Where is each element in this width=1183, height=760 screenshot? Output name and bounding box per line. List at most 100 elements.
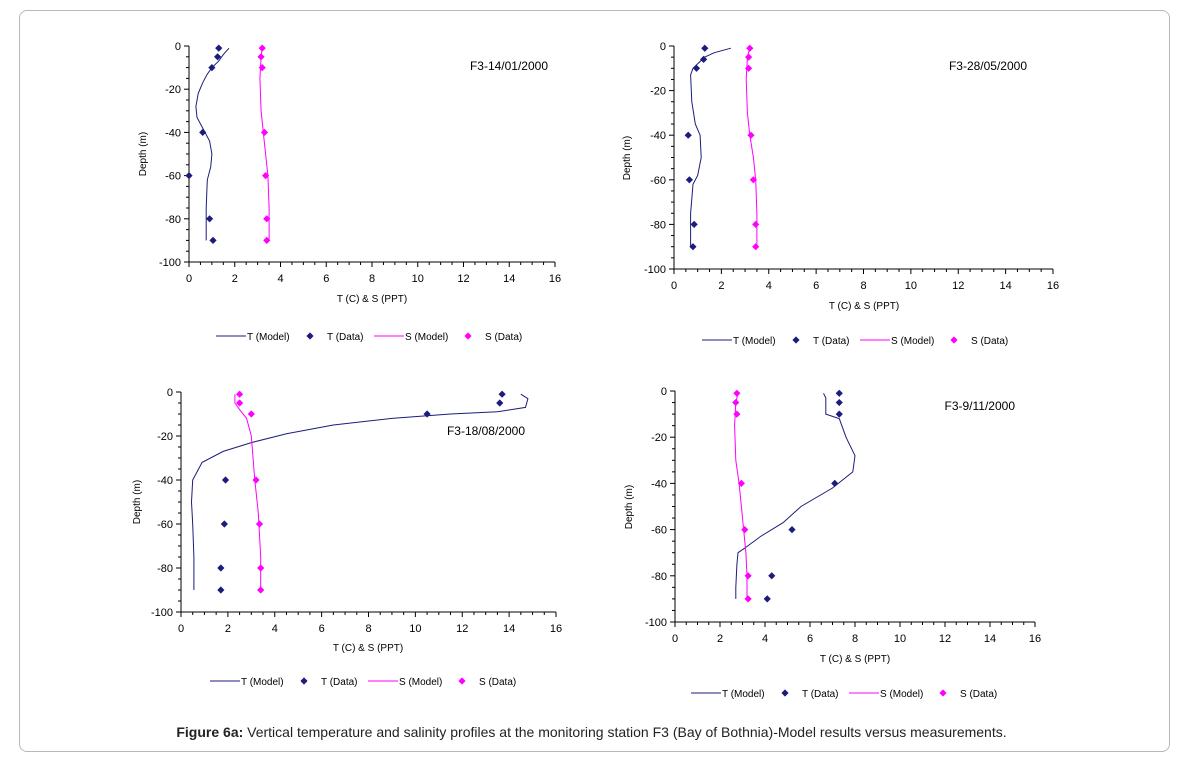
y-tick-label: -100 bbox=[159, 257, 181, 269]
y-axis-label: Depth (m) bbox=[132, 480, 143, 524]
x-tick-label: 2 bbox=[232, 273, 238, 285]
chart-title: F3-14/01/2000 bbox=[470, 59, 548, 73]
salinity-model-line bbox=[234, 394, 262, 590]
legend-marker-swatch bbox=[300, 677, 308, 685]
salinity-data-point bbox=[262, 172, 270, 180]
y-tick-label: -20 bbox=[165, 84, 181, 96]
temperature-data-point bbox=[199, 128, 207, 136]
x-axis-label: T (C) & S (PPT) bbox=[829, 301, 899, 312]
y-tick-label: -80 bbox=[651, 571, 667, 583]
y-tick-label: -40 bbox=[651, 478, 667, 490]
legend-marker-swatch bbox=[939, 689, 947, 697]
temperature-model-line bbox=[195, 47, 230, 241]
temperature-data-point bbox=[692, 64, 701, 72]
temperature-data-point bbox=[185, 172, 193, 180]
temperature-data-point bbox=[205, 215, 214, 223]
salinity-data-point bbox=[257, 564, 265, 572]
y-tick-label: -20 bbox=[157, 431, 173, 443]
caption-label: Figure 6a: bbox=[176, 724, 244, 740]
y-tick-label: 0 bbox=[660, 41, 666, 53]
salinity-data-point bbox=[263, 215, 271, 223]
salinity-data-point bbox=[741, 526, 749, 534]
y-tick-label: -60 bbox=[650, 175, 666, 187]
temperature-data-point bbox=[835, 410, 843, 418]
y-axis-label: Depth (m) bbox=[622, 136, 633, 180]
y-tick-label: -60 bbox=[165, 171, 181, 183]
x-tick-label: 2 bbox=[717, 633, 723, 645]
y-axis-label: Depth (m) bbox=[138, 132, 149, 176]
y-tick-label: -100 bbox=[151, 607, 173, 619]
salinity-model-line bbox=[259, 48, 270, 241]
y-tick-label: 0 bbox=[167, 387, 173, 399]
y-tick-label: -60 bbox=[157, 519, 173, 531]
y-tick-label: -100 bbox=[644, 264, 666, 276]
x-tick-label: 0 bbox=[672, 633, 678, 645]
legend-marker-swatch bbox=[458, 677, 466, 685]
y-tick-label: -80 bbox=[165, 214, 181, 226]
legend-label: S (Model) bbox=[399, 677, 442, 688]
legend-label: T (Model) bbox=[733, 336, 776, 347]
y-tick-label: -100 bbox=[645, 617, 667, 629]
temperature-data-point bbox=[498, 390, 506, 398]
x-tick-label: 16 bbox=[1029, 633, 1041, 645]
salinity-data-point bbox=[745, 53, 753, 61]
temperature-data-point bbox=[215, 44, 223, 52]
y-tick-label: -80 bbox=[157, 563, 173, 575]
temperature-data-point bbox=[831, 479, 839, 487]
x-tick-label: 6 bbox=[323, 273, 329, 285]
chart-title: F3-28/05/2000 bbox=[949, 59, 1027, 73]
x-tick-label: 6 bbox=[807, 633, 813, 645]
x-tick-label: 4 bbox=[766, 280, 772, 292]
salinity-data-point bbox=[746, 44, 754, 52]
temperature-data-point bbox=[685, 176, 693, 184]
chart-title: F3-9/11/2000 bbox=[945, 399, 1016, 413]
charts-canvas: 0 2 4 6 8 10 12 14 16 0 -20 -40 -60 -80 -100 T (C) & S … bbox=[132, 41, 1059, 700]
legend-label: S (Data) bbox=[971, 336, 1008, 347]
x-tick-label: 10 bbox=[905, 280, 917, 292]
x-tick-label: 16 bbox=[1047, 280, 1059, 292]
salinity-data-point bbox=[257, 53, 265, 61]
chart-title: F3-18/08/2000 bbox=[447, 424, 525, 438]
salinity-data-point bbox=[733, 389, 741, 397]
legend-label: S (Model) bbox=[405, 332, 448, 343]
x-tick-label: 4 bbox=[272, 623, 278, 635]
salinity-data-point bbox=[235, 390, 244, 398]
temperature-data-point bbox=[423, 410, 431, 418]
temperature-data-point bbox=[788, 526, 796, 534]
x-tick-label: 6 bbox=[813, 280, 819, 292]
temperature-data-point bbox=[684, 131, 692, 139]
x-tick-label: 4 bbox=[277, 273, 283, 285]
temperature-data-point bbox=[217, 564, 225, 572]
x-tick-label: 4 bbox=[762, 633, 768, 645]
legend-marker-swatch bbox=[781, 689, 789, 697]
legend-label: T (Model) bbox=[722, 689, 765, 700]
temperature-data-point bbox=[209, 236, 217, 244]
legend-marker-swatch bbox=[464, 332, 472, 340]
x-tick-label: 0 bbox=[178, 623, 184, 635]
y-tick-label: 0 bbox=[175, 41, 181, 53]
temperature-data-point bbox=[835, 389, 843, 397]
temperature-data-point bbox=[701, 44, 709, 52]
x-tick-label: 0 bbox=[186, 273, 192, 285]
temperature-model-line bbox=[735, 393, 856, 599]
legend-marker-swatch bbox=[950, 336, 958, 344]
x-axis-label: T (C) & S (PPT) bbox=[333, 643, 403, 654]
temperature-data-point bbox=[835, 398, 843, 407]
salinity-model-line bbox=[745, 48, 758, 247]
temperature-data-point bbox=[213, 53, 222, 61]
x-tick-label: 14 bbox=[1000, 280, 1012, 292]
temperature-data-point bbox=[700, 55, 708, 63]
salinity-data-point bbox=[745, 64, 753, 72]
legend-label: S (Model) bbox=[891, 336, 934, 347]
y-tick-label: -20 bbox=[650, 86, 666, 98]
salinity-data-point bbox=[744, 572, 752, 580]
y-tick-label: -40 bbox=[165, 127, 181, 139]
y-tick-label: -40 bbox=[650, 130, 666, 142]
temperature-data-point bbox=[689, 243, 697, 251]
salinity-data-point bbox=[257, 586, 265, 594]
legend-label: S (Data) bbox=[485, 332, 522, 343]
salinity-data-point bbox=[252, 476, 260, 484]
legend-marker-swatch bbox=[792, 336, 800, 344]
x-tick-label: 2 bbox=[718, 280, 724, 292]
salinity-data-point bbox=[258, 64, 266, 72]
